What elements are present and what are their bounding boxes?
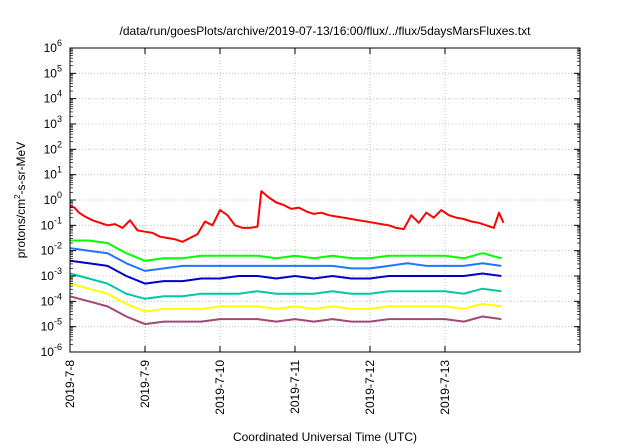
y-tick-label: 102 bbox=[44, 139, 62, 156]
y-tick-label-exponent: 5 bbox=[57, 63, 62, 73]
series-line-5 bbox=[69, 272, 502, 300]
y-tick-label-exponent: 6 bbox=[57, 38, 62, 48]
y-tick-label-base: 10 bbox=[44, 117, 58, 131]
y-tick-label-exponent: 0 bbox=[57, 190, 62, 200]
x-tick-label: 2019-7-12 bbox=[363, 360, 377, 415]
x-tick-label: 2019-7-9 bbox=[138, 360, 152, 408]
y-tick-label-exponent: -6 bbox=[54, 342, 62, 352]
y-tick-label-base: 10 bbox=[41, 244, 55, 258]
x-tick-label: 2019-7-13 bbox=[438, 360, 452, 415]
y-tick-label: 10-5 bbox=[41, 317, 62, 334]
grid bbox=[70, 48, 580, 352]
y-tick-label: 10-2 bbox=[41, 241, 62, 258]
y-tick-label: 10-3 bbox=[41, 266, 62, 283]
y-tick-label-base: 10 bbox=[44, 66, 58, 80]
y-tick-label-exponent: -3 bbox=[54, 266, 62, 276]
y-tick-label: 10-6 bbox=[41, 342, 62, 359]
x-tick-label: 2019-7-10 bbox=[213, 360, 227, 415]
y-tick-label-base: 10 bbox=[41, 320, 55, 334]
y-tick-label-base: 10 bbox=[41, 218, 55, 232]
y-tick-label: 10-4 bbox=[41, 291, 62, 308]
y-tick-label: 101 bbox=[44, 165, 62, 182]
y-tick-labels: 10-610-510-410-310-210-11001011021031041… bbox=[41, 38, 62, 359]
series-line-1 bbox=[69, 190, 505, 243]
series-lines bbox=[69, 190, 505, 326]
x-tick-labels: 2019-7-8 2019-7-9 2019-7-10 2019-7-11 2019-7… bbox=[63, 360, 452, 415]
y-tick-label: 103 bbox=[44, 114, 62, 131]
y-tick-label-exponent: 4 bbox=[57, 89, 62, 99]
series-line-3 bbox=[69, 247, 502, 272]
y-axis-label: protons/cm2-s-sr-MeV bbox=[13, 142, 28, 258]
series-line-4 bbox=[69, 259, 502, 285]
y-tick-label: 106 bbox=[44, 38, 62, 55]
y-tick-label: 10-1 bbox=[41, 215, 62, 232]
y-tick-label-exponent: -4 bbox=[54, 291, 62, 301]
series-line-6 bbox=[69, 282, 502, 313]
y-tick-label-exponent: -5 bbox=[54, 317, 62, 327]
y-tick-label-exponent: 1 bbox=[57, 165, 62, 175]
y-tick-label: 100 bbox=[44, 190, 62, 207]
y-tick-label-exponent: 2 bbox=[57, 139, 62, 149]
y-tick-label-base: 10 bbox=[41, 294, 55, 308]
chart-title: /data/run/goesPlots/archive/2019-07-13/1… bbox=[120, 24, 532, 38]
y-tick-label-base: 10 bbox=[44, 92, 58, 106]
y-tick-label-base: 10 bbox=[44, 168, 58, 182]
y-tick-label-base: 10 bbox=[44, 41, 58, 55]
y-tick-label-exponent: -2 bbox=[54, 241, 62, 251]
y-tick-label-base: 10 bbox=[44, 142, 58, 156]
x-axis-label: Coordinated Universal Time (UTC) bbox=[233, 430, 417, 444]
x-tick-label: 2019-7-8 bbox=[63, 360, 77, 408]
y-tick-label-base: 10 bbox=[41, 345, 55, 359]
y-tick-label-exponent: -1 bbox=[54, 215, 62, 225]
y-tick-label: 105 bbox=[44, 63, 62, 80]
y-tick-label-base: 10 bbox=[41, 269, 55, 283]
y-tick-label: 104 bbox=[44, 89, 62, 106]
y-tick-label-exponent: 3 bbox=[57, 114, 62, 124]
x-tick-label: 2019-7-11 bbox=[288, 360, 302, 414]
series-line-2 bbox=[70, 239, 502, 262]
y-tick-label-base: 10 bbox=[44, 193, 58, 207]
ticks bbox=[69, 47, 580, 353]
series-line-7 bbox=[69, 295, 502, 326]
